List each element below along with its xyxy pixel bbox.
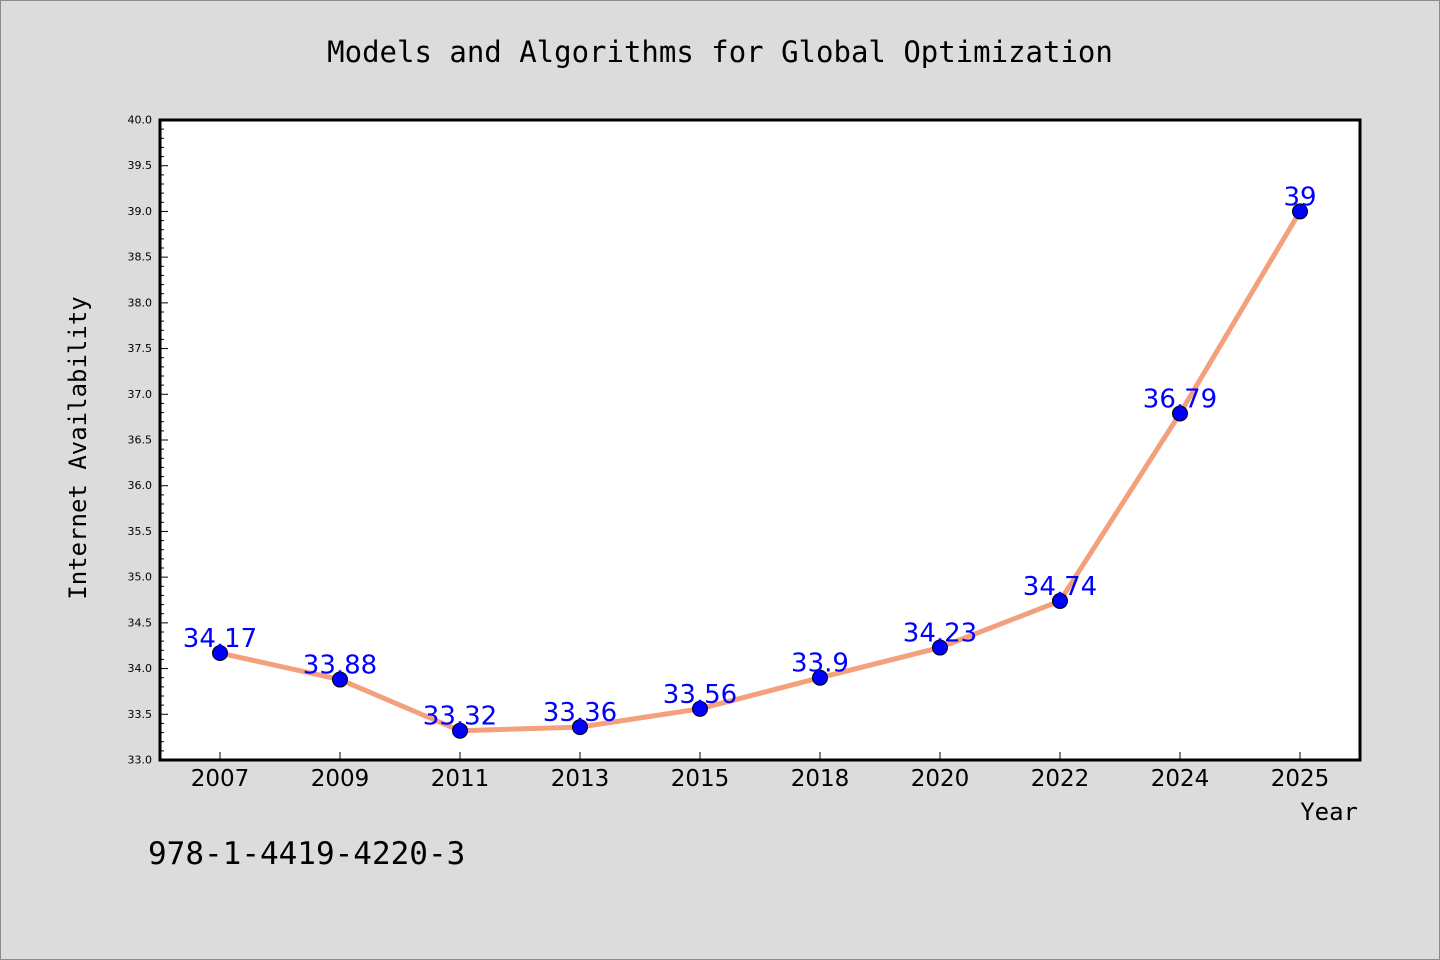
- data-label: 39: [1283, 182, 1316, 212]
- y-tick-label: 38.0: [128, 296, 153, 309]
- y-tick-label: 39.0: [128, 205, 153, 218]
- chart-title: Models and Algorithms for Global Optimiz…: [327, 35, 1113, 69]
- y-tick-label: 35.5: [128, 525, 153, 538]
- y-tick-label: 35.0: [128, 571, 153, 584]
- x-tick-label: 2025: [1271, 766, 1330, 792]
- data-point-marker: [1052, 592, 1068, 609]
- x-tick-label: 2022: [1031, 766, 1090, 792]
- y-tick-label: 37.5: [128, 342, 153, 355]
- x-axis: 2007 2009 2011 2013 2015 2018 2020 2022 2024 2025: [191, 752, 1330, 792]
- data-point-marker: [452, 722, 468, 739]
- y-axis-label: Internet Availability: [64, 296, 92, 599]
- series-line: [217, 208, 1303, 734]
- y-tick-label: 36.5: [128, 434, 153, 447]
- data-label: 33.88: [303, 651, 377, 681]
- y-tick-label: 40.0: [128, 114, 153, 127]
- data-point-marker: [812, 669, 828, 686]
- data-point-marker: [572, 719, 588, 736]
- data-label: 33.36: [543, 698, 617, 728]
- y-tick-label: 34.5: [128, 616, 153, 629]
- plot-area: [158, 118, 1362, 762]
- data-point-marker: [932, 639, 948, 656]
- data-point-marker: [1172, 405, 1188, 422]
- x-tick-label: 2020: [911, 766, 970, 792]
- data-label: 36.79: [1143, 384, 1217, 414]
- x-tick-label: 2015: [671, 766, 730, 792]
- data-label: 33.56: [663, 680, 737, 710]
- y-tick-label: 34.0: [128, 662, 153, 675]
- data-point-marker: [212, 645, 228, 662]
- x-tick-label: 2007: [191, 766, 250, 792]
- x-tick-label: 2024: [1151, 766, 1210, 792]
- y-axis: 33.0 33.5 34.0 34.5 35.0 35.5 36.0 36.5 37.0 37.5…: [128, 114, 168, 767]
- y-tick-label: 33.0: [128, 754, 153, 767]
- x-tick-label: 2009: [311, 766, 370, 792]
- y-tick-label: 33.5: [128, 708, 153, 721]
- y-tick-label: 39.5: [128, 159, 153, 172]
- data-point-marker: [332, 671, 348, 688]
- data-label: 33.32: [423, 702, 497, 732]
- series-line-group: [217, 208, 1303, 734]
- y-tick-label: 37.0: [128, 388, 153, 401]
- x-tick-label: 2018: [791, 766, 850, 792]
- data-label: 34.17: [183, 624, 257, 654]
- x-axis-label: Year: [1300, 798, 1358, 826]
- data-label: 33.9: [791, 649, 849, 679]
- data-label: 34.23: [903, 619, 977, 649]
- y-tick-label: 36.0: [128, 479, 153, 492]
- data-label: 34.74: [1023, 572, 1097, 602]
- marker-group: [212, 203, 1308, 739]
- x-tick-label: 2011: [431, 766, 490, 792]
- isbn-annotation: 978-1-4419-4220-3: [148, 836, 465, 872]
- y-tick-label: 38.5: [128, 251, 153, 264]
- data-point-marker: [692, 700, 708, 717]
- x-tick-label: 2013: [551, 766, 610, 792]
- data-point-marker: [1292, 203, 1308, 220]
- data-label-group: 34.17 33.88 33.32 33.36 33.56 33.9 34.23 34.74 3…: [183, 182, 1317, 731]
